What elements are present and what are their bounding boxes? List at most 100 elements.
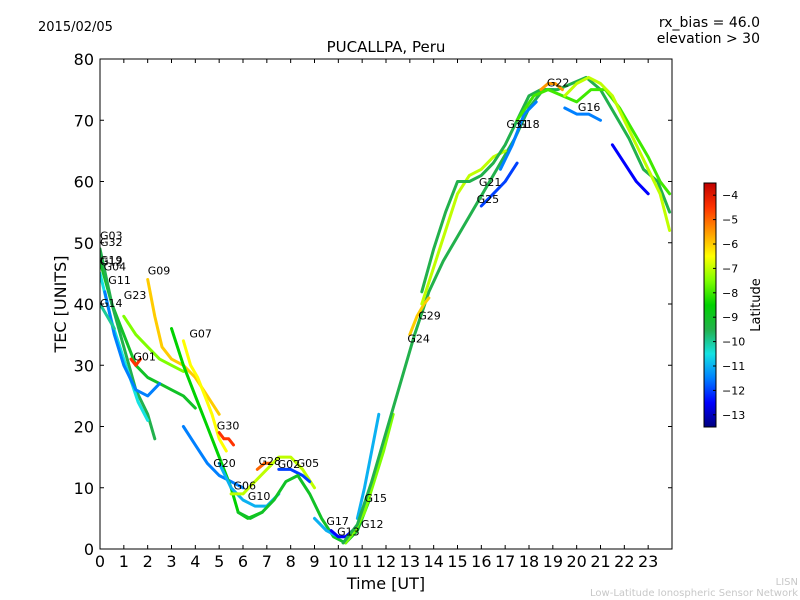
series-G19 (563, 75, 672, 232)
y-tick-label: 50 (74, 234, 94, 253)
x-tick-label: 14 (423, 552, 443, 571)
series-G03 (100, 247, 157, 441)
colorbar-tick-label: −13 (722, 409, 745, 422)
y-tick-label: 10 (74, 479, 94, 498)
colorbar: −4 −5 −6 −7 −8 −9 −10 −11 −12 −13 (703, 182, 745, 428)
y-axis-label: TEC [UNITS] (51, 256, 70, 354)
x-tick-label: 4 (190, 552, 200, 571)
sat-label-G22: G22 (547, 77, 570, 90)
colorbar-tick-label: −11 (722, 360, 745, 373)
series-G20 (181, 425, 245, 490)
sat-label-G29: G29 (418, 309, 441, 322)
x-tick-label: 23 (638, 552, 658, 571)
x-tick-label: 12 (376, 552, 396, 571)
series-G12 (344, 412, 395, 545)
plot-area (100, 75, 672, 545)
x-tick-label: 11 (352, 552, 372, 571)
x-tick-label: 9 (309, 552, 319, 571)
sat-label-G06: G06 (234, 480, 257, 493)
x-tick-label: 8 (286, 552, 296, 571)
sat-label-G07: G07 (189, 328, 212, 341)
colorbar-tick-label: −4 (722, 189, 738, 202)
sat-label-G18: G18 (517, 118, 540, 131)
sat-label-G14: G14 (100, 297, 123, 310)
y-tick-label: 70 (74, 111, 94, 130)
x-tick-label: 1 (119, 552, 129, 571)
x-tick-label: 19 (543, 552, 563, 571)
x-tick-label: 13 (400, 552, 420, 571)
series-G18 (420, 88, 555, 294)
y-tick-label: 20 (74, 418, 94, 437)
sat-label-G25: G25 (477, 193, 500, 206)
y-tick-label: 80 (74, 50, 94, 69)
sat-label-G02: G02 (278, 458, 301, 471)
series-layer (100, 75, 672, 545)
x-tick-label: 20 (566, 552, 586, 571)
footer-network: Low-Latitude Ionospheric Sensor Network (590, 588, 798, 599)
colorbar-tick-label: −9 (722, 311, 738, 324)
sat-label-G04: G04 (104, 260, 127, 273)
series-G28 (255, 461, 274, 471)
footer-lisn: LISN (775, 577, 798, 588)
sat-label-G01: G01 (133, 350, 156, 363)
x-tick-label: 10 (328, 552, 348, 571)
x-tick-label: 15 (447, 552, 467, 571)
series-G30 (217, 431, 235, 447)
series-G25 (479, 161, 519, 208)
colorbar-tick-label: −6 (722, 238, 738, 251)
series-G14 (100, 302, 116, 330)
x-tick-label: 6 (238, 552, 248, 571)
sat-label-G03: G03 (100, 230, 123, 243)
series-G15 (355, 412, 381, 520)
sat-label-G20: G20 (213, 457, 236, 470)
sat-label-G23: G23 (124, 289, 147, 302)
sat-label-G15: G15 (365, 492, 388, 505)
y-tick-label: 60 (74, 173, 94, 192)
series-G26 (610, 143, 650, 196)
sat-label-G32: G32 (100, 236, 123, 249)
elevation-label: elevation > 30 (657, 31, 760, 47)
colorbar-tick-label: −8 (722, 287, 738, 300)
x-tick-label: 7 (262, 552, 272, 571)
colorbar-tick-label: −12 (722, 384, 745, 397)
sat-label-G19: G19 (100, 254, 123, 267)
rx-bias-label: rx_bias = 46.0 (659, 15, 760, 31)
chart-title: PUCALLPA, Peru (327, 38, 446, 56)
colorbar-tick-label: −5 (722, 214, 738, 227)
colorbar-tick-label: −10 (722, 336, 745, 349)
sat-label-G21: G21 (479, 176, 502, 189)
sat-label-G16: G16 (578, 101, 601, 114)
x-tick-label: 17 (495, 552, 515, 571)
series-G01 (129, 357, 142, 367)
sat-label-G30: G30 (217, 420, 240, 433)
series-G07 (181, 339, 228, 453)
series-G05 (277, 467, 312, 484)
axes: 0 1 2 3 4 5 6 7 8 9 10 11 12 13 14 15 16 17 18 19 20 21 22 2301… (74, 50, 672, 571)
plot-frame (99, 58, 673, 550)
sat-label-G11: G11 (108, 274, 131, 287)
x-tick-label: 2 (143, 552, 153, 571)
colorbar-label: Latitude (749, 278, 764, 332)
sat-label-G31: G31 (506, 118, 529, 131)
series-G24 (341, 75, 672, 545)
series-G23 (122, 314, 185, 373)
x-tick-label: 16 (471, 552, 491, 571)
y-tick-label: 40 (74, 295, 94, 314)
sat-label-G28: G28 (259, 455, 282, 468)
sat-label-G10: G10 (248, 490, 271, 503)
colorbar-tick-label: −7 (722, 262, 738, 275)
series-G31 (498, 100, 538, 171)
series-G02 (229, 455, 316, 496)
y-tick-label: 30 (74, 356, 94, 375)
sat-label-G24: G24 (407, 333, 430, 346)
x-tick-label: 5 (214, 552, 224, 571)
series-G16 (563, 106, 602, 122)
series-G09 (146, 278, 221, 416)
sat-label-G13: G13 (337, 526, 360, 539)
satellite-labels: G03G32G19G12G04G11G23G14G09G01G07G30G20G… (100, 77, 600, 539)
sat-label-G05: G05 (297, 457, 320, 470)
x-axis-label: Time [UT] (346, 574, 425, 593)
series-G27 (515, 88, 672, 196)
x-tick-label: 0 (95, 552, 105, 571)
